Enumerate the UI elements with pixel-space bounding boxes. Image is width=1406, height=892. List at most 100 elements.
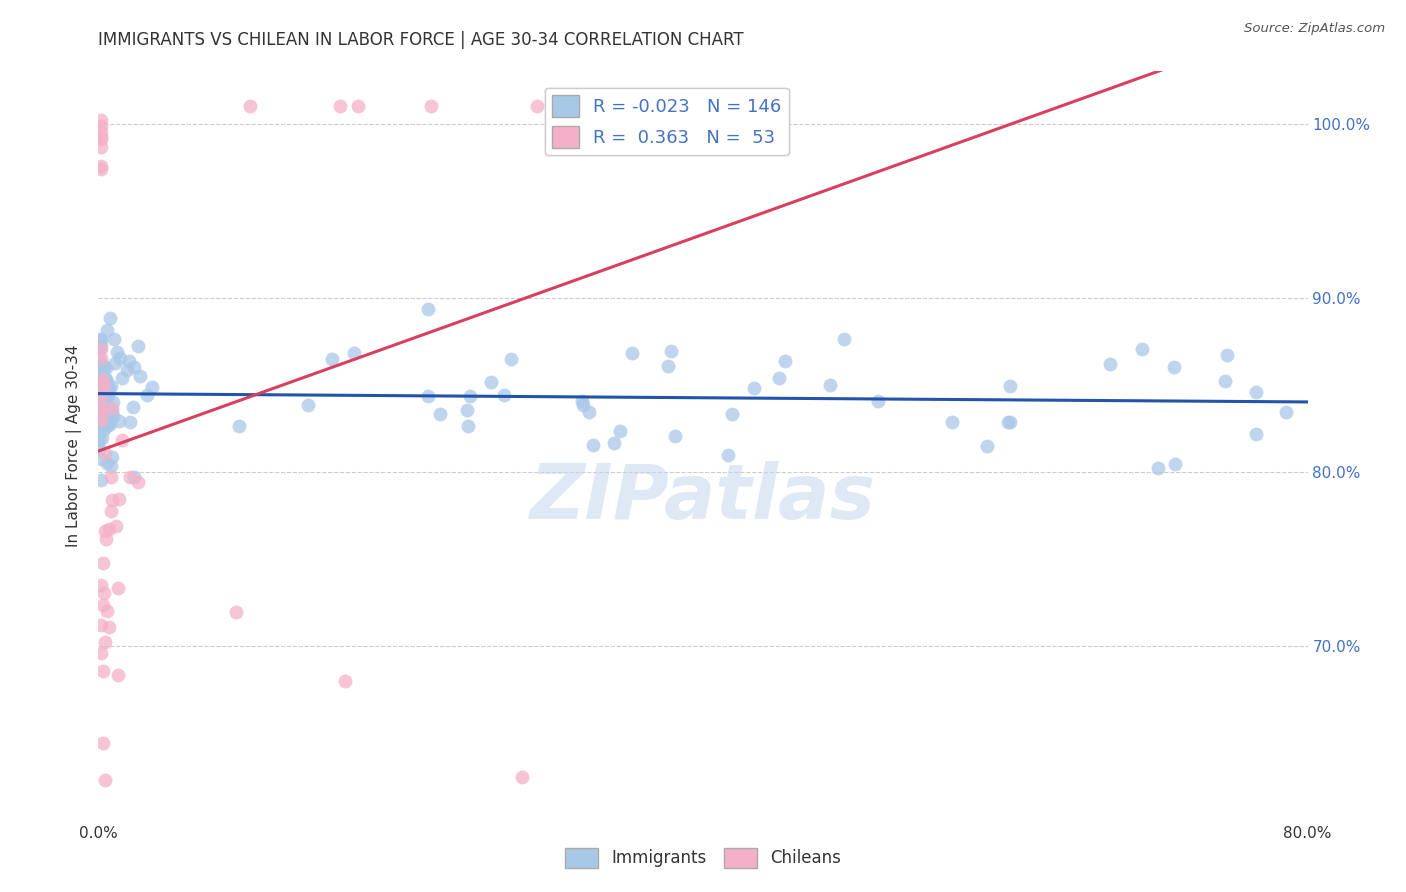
Point bbox=[90, 351, 112, 365]
Point bbox=[94, 372, 117, 386]
Point bbox=[122, 359, 145, 374]
Point bbox=[108, 414, 131, 428]
Point bbox=[91, 371, 114, 385]
Point bbox=[335, 674, 357, 689]
Point bbox=[91, 376, 114, 391]
Point bbox=[103, 395, 125, 409]
Point bbox=[479, 375, 502, 389]
Point bbox=[603, 436, 626, 450]
Point bbox=[103, 332, 125, 346]
Point bbox=[100, 379, 122, 393]
Point bbox=[90, 120, 112, 134]
Point bbox=[976, 440, 998, 454]
Point bbox=[90, 404, 112, 418]
Point bbox=[101, 450, 124, 464]
Point bbox=[108, 492, 131, 507]
Point bbox=[100, 504, 122, 518]
Point bbox=[87, 361, 110, 376]
Point bbox=[659, 343, 682, 358]
Point bbox=[93, 635, 115, 649]
Point bbox=[97, 401, 120, 415]
Point bbox=[96, 323, 118, 337]
Text: Source: ZipAtlas.com: Source: ZipAtlas.com bbox=[1244, 22, 1385, 36]
Point bbox=[572, 398, 595, 412]
Point bbox=[621, 346, 644, 360]
Point bbox=[721, 408, 744, 422]
Point bbox=[91, 384, 114, 399]
Point bbox=[1147, 461, 1170, 475]
Point bbox=[418, 389, 440, 403]
Point bbox=[107, 667, 129, 681]
Point bbox=[93, 390, 115, 404]
Point bbox=[90, 357, 112, 371]
Point bbox=[94, 361, 117, 376]
Point bbox=[578, 405, 600, 419]
Point bbox=[90, 358, 112, 372]
Point bbox=[343, 346, 366, 360]
Point bbox=[141, 380, 163, 394]
Point bbox=[93, 423, 115, 437]
Point bbox=[90, 378, 112, 392]
Point bbox=[96, 401, 118, 416]
Point bbox=[90, 342, 112, 356]
Point bbox=[91, 417, 114, 432]
Point bbox=[94, 524, 117, 538]
Point bbox=[118, 415, 141, 429]
Point bbox=[101, 401, 124, 416]
Point bbox=[1130, 343, 1153, 357]
Point bbox=[101, 403, 124, 417]
Point bbox=[499, 352, 522, 367]
Point bbox=[97, 417, 120, 432]
Point bbox=[89, 432, 111, 446]
Point bbox=[91, 399, 114, 413]
Point bbox=[87, 405, 110, 419]
Point bbox=[228, 419, 250, 434]
Point bbox=[89, 392, 111, 407]
Point bbox=[773, 354, 796, 368]
Point bbox=[98, 522, 121, 536]
Point bbox=[90, 130, 112, 145]
Point bbox=[90, 376, 112, 391]
Point bbox=[91, 736, 114, 750]
Point bbox=[420, 99, 443, 113]
Point bbox=[94, 419, 117, 434]
Point bbox=[90, 384, 112, 398]
Point bbox=[87, 362, 110, 376]
Point bbox=[1244, 426, 1267, 441]
Point bbox=[96, 604, 118, 618]
Point bbox=[1216, 348, 1239, 362]
Point bbox=[460, 389, 482, 403]
Point bbox=[128, 369, 150, 384]
Text: IMMIGRANTS VS CHILEAN IN LABOR FORCE | AGE 30-34 CORRELATION CHART: IMMIGRANTS VS CHILEAN IN LABOR FORCE | A… bbox=[98, 31, 744, 49]
Point bbox=[90, 339, 112, 353]
Point bbox=[124, 470, 146, 484]
Point bbox=[90, 578, 112, 592]
Point bbox=[107, 582, 129, 596]
Point bbox=[329, 99, 352, 113]
Point bbox=[136, 388, 159, 402]
Point bbox=[818, 377, 841, 392]
Point bbox=[104, 355, 127, 369]
Point bbox=[96, 456, 118, 470]
Point bbox=[94, 390, 117, 404]
Point bbox=[89, 394, 111, 409]
Point bbox=[418, 302, 440, 317]
Point bbox=[97, 620, 120, 634]
Point bbox=[998, 415, 1021, 429]
Point bbox=[87, 351, 110, 365]
Point bbox=[91, 556, 114, 570]
Point bbox=[93, 379, 115, 393]
Point bbox=[941, 416, 963, 430]
Point bbox=[457, 418, 479, 433]
Point bbox=[105, 519, 128, 533]
Point bbox=[90, 159, 112, 173]
Point bbox=[111, 371, 134, 385]
Point bbox=[98, 402, 121, 417]
Point bbox=[93, 389, 115, 403]
Point bbox=[87, 396, 110, 410]
Point bbox=[91, 386, 114, 401]
Point bbox=[90, 401, 112, 416]
Point bbox=[429, 408, 451, 422]
Point bbox=[90, 368, 112, 383]
Point bbox=[111, 433, 134, 447]
